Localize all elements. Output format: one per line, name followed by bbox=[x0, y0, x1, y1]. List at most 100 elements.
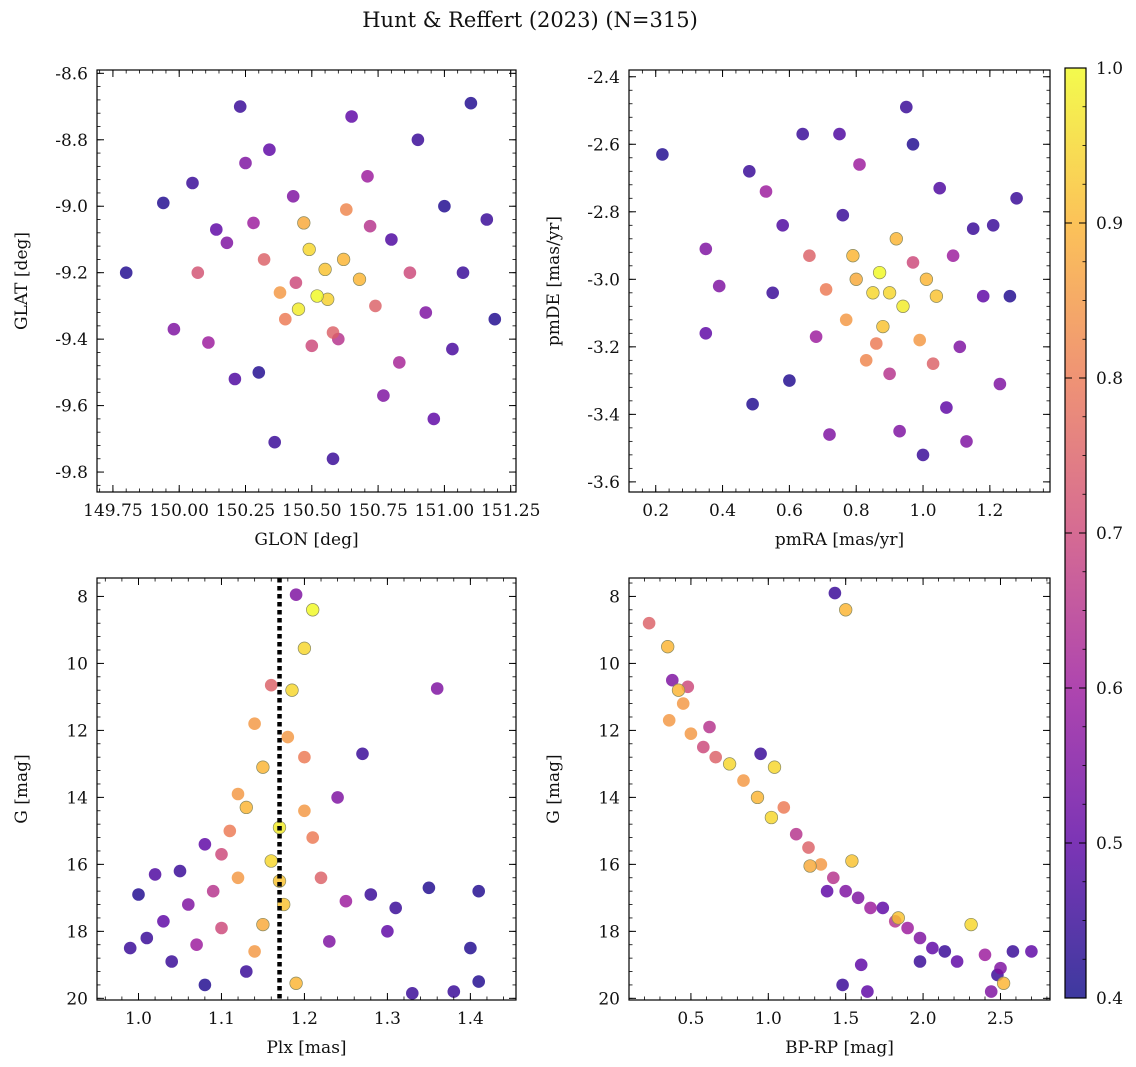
data-point bbox=[210, 223, 223, 236]
data-point bbox=[697, 740, 710, 754]
data-point bbox=[926, 357, 940, 371]
data-point bbox=[901, 921, 914, 935]
data-point bbox=[220, 236, 234, 250]
data-point bbox=[699, 327, 713, 340]
data-point bbox=[198, 978, 212, 992]
data-point bbox=[422, 881, 436, 895]
data-point bbox=[940, 401, 953, 414]
data-point bbox=[839, 603, 853, 617]
y-tick-label: 14 bbox=[66, 788, 88, 808]
data-point bbox=[119, 266, 133, 280]
data-point bbox=[377, 389, 390, 402]
data-point bbox=[662, 714, 676, 727]
data-point bbox=[305, 339, 319, 353]
panel-proper-motion: 0.2 0.4 0.6 0.8 1.0 1.2 -2.4 -2.6 -2.8 -3.0 -3.2 -3… bbox=[544, 68, 1051, 550]
y-tick-label: 16 bbox=[598, 855, 620, 875]
data-point bbox=[929, 289, 944, 303]
x-tick-label: 0.6 bbox=[776, 501, 803, 521]
data-point bbox=[247, 216, 260, 230]
data-point bbox=[960, 435, 973, 448]
data-point bbox=[123, 941, 137, 955]
data-point bbox=[916, 448, 930, 462]
data-point bbox=[339, 894, 353, 908]
data-point bbox=[1003, 289, 1017, 303]
data-point bbox=[263, 143, 276, 156]
data-point bbox=[926, 941, 939, 955]
data-point bbox=[356, 747, 369, 761]
data-point bbox=[827, 871, 840, 885]
data-point bbox=[836, 208, 850, 222]
y-tick-label: -9.0 bbox=[55, 197, 88, 217]
figure-title: Hunt & Reffert (2023) (N=315) bbox=[362, 8, 698, 32]
x-tick-label: 0.2 bbox=[642, 501, 669, 521]
data-point bbox=[703, 720, 716, 734]
x-tick-label: 1.4 bbox=[457, 1009, 484, 1029]
y-tick-label: -3.6 bbox=[587, 473, 620, 493]
data-point bbox=[289, 276, 303, 290]
data-point bbox=[953, 340, 967, 354]
data-point bbox=[845, 854, 859, 868]
data-point bbox=[215, 921, 228, 935]
data-point bbox=[994, 961, 1007, 975]
data-point bbox=[352, 272, 367, 286]
data-point bbox=[1010, 192, 1023, 205]
data-point bbox=[240, 965, 253, 978]
data-point bbox=[381, 925, 394, 938]
data-point bbox=[427, 412, 441, 426]
data-point bbox=[298, 750, 311, 764]
points bbox=[119, 96, 502, 466]
data-point bbox=[411, 133, 425, 147]
data-point bbox=[671, 683, 686, 697]
data-point bbox=[666, 673, 679, 687]
axes-frame bbox=[628, 577, 1051, 1001]
data-point bbox=[264, 678, 278, 692]
y-tick-label: 8 bbox=[77, 587, 88, 607]
panel-sky-position: 149.75 150.00 150.25 150.50 150.75 151.00 151.… bbox=[12, 64, 540, 550]
data-point bbox=[472, 975, 486, 988]
data-point bbox=[285, 683, 299, 697]
y-tick-label: -2.6 bbox=[587, 135, 620, 155]
y-tick-label: 16 bbox=[66, 855, 88, 875]
data-point bbox=[906, 138, 920, 151]
data-point bbox=[846, 249, 860, 263]
data-point bbox=[464, 96, 478, 110]
data-point bbox=[803, 859, 817, 873]
data-point bbox=[257, 253, 271, 266]
data-point bbox=[839, 313, 853, 327]
data-point bbox=[776, 219, 789, 232]
data-point bbox=[340, 203, 353, 216]
data-point bbox=[268, 435, 282, 449]
points bbox=[123, 588, 486, 1000]
data-point bbox=[446, 342, 459, 356]
data-point bbox=[252, 366, 266, 379]
data-point bbox=[206, 884, 220, 898]
data-point bbox=[198, 838, 212, 851]
y-tick-label: 14 bbox=[598, 788, 620, 808]
y-tick-label: 8 bbox=[609, 587, 620, 607]
points bbox=[642, 586, 1038, 998]
data-point bbox=[472, 884, 486, 898]
points bbox=[656, 100, 1023, 462]
y-axis-label: pmDE [mas/yr] bbox=[544, 216, 564, 346]
x-tick-label: 150.50 bbox=[282, 501, 341, 521]
data-point bbox=[746, 397, 759, 411]
y-tick-label: -3.2 bbox=[587, 338, 620, 358]
data-point bbox=[642, 616, 656, 630]
data-point bbox=[191, 266, 205, 280]
x-axis-label: GLON [deg] bbox=[254, 530, 358, 550]
data-point bbox=[836, 978, 849, 992]
data-point bbox=[722, 757, 737, 771]
data-point bbox=[310, 289, 324, 303]
y-tick-label: 12 bbox=[598, 721, 620, 741]
data-point bbox=[389, 901, 403, 915]
y-tick-label: 18 bbox=[598, 922, 620, 942]
data-point bbox=[984, 985, 998, 998]
y-tick-label: -2.4 bbox=[587, 68, 620, 88]
data-point bbox=[406, 987, 419, 1000]
data-point bbox=[289, 588, 303, 601]
data-point bbox=[872, 265, 887, 280]
data-point bbox=[314, 871, 328, 885]
data-point bbox=[419, 306, 433, 319]
x-tick-label: 0.4 bbox=[709, 501, 736, 521]
